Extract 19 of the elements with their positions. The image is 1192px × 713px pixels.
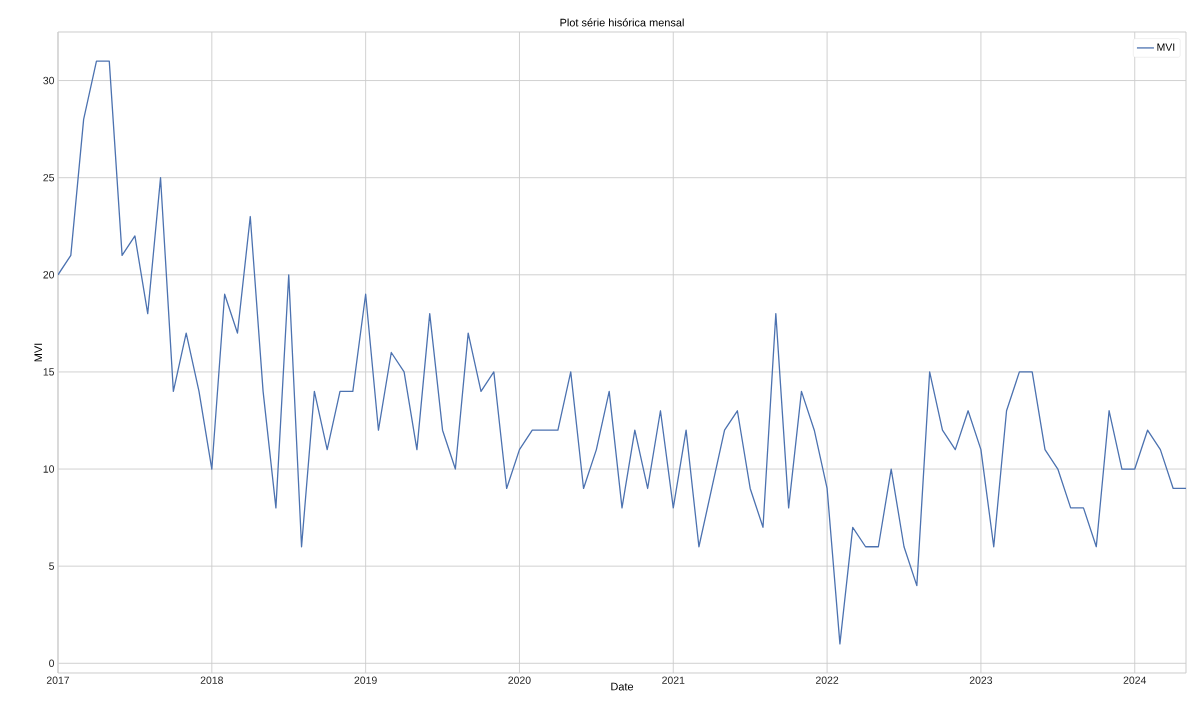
x-tick-label: 2018 — [200, 676, 223, 684]
x-tick-label: 2023 — [969, 676, 993, 684]
y-axis-title: MVI — [34, 343, 42, 362]
y-tick-label: 15 — [43, 368, 55, 376]
y-tick-label: 0 — [49, 659, 55, 667]
y-tick-label: 20 — [43, 271, 55, 279]
x-tick-label: 2022 — [815, 676, 839, 684]
y-tick-label: 30 — [43, 76, 55, 85]
chart-title: Plot série hisórica mensal — [560, 18, 684, 27]
y-tick-label: 10 — [43, 465, 55, 473]
x-tick-label: 2017 — [46, 676, 70, 684]
x-axis-title: Date — [611, 682, 634, 691]
y-tick-label: 5 — [49, 562, 55, 570]
x-tick-label: 2019 — [354, 676, 377, 684]
x-tick-label: 2024 — [1123, 676, 1147, 684]
y-tick-label: 25 — [43, 173, 55, 182]
legend-label: MVI — [1157, 43, 1175, 51]
x-tick-label: 2020 — [508, 676, 531, 684]
x-tick-label: 2021 — [662, 676, 685, 684]
